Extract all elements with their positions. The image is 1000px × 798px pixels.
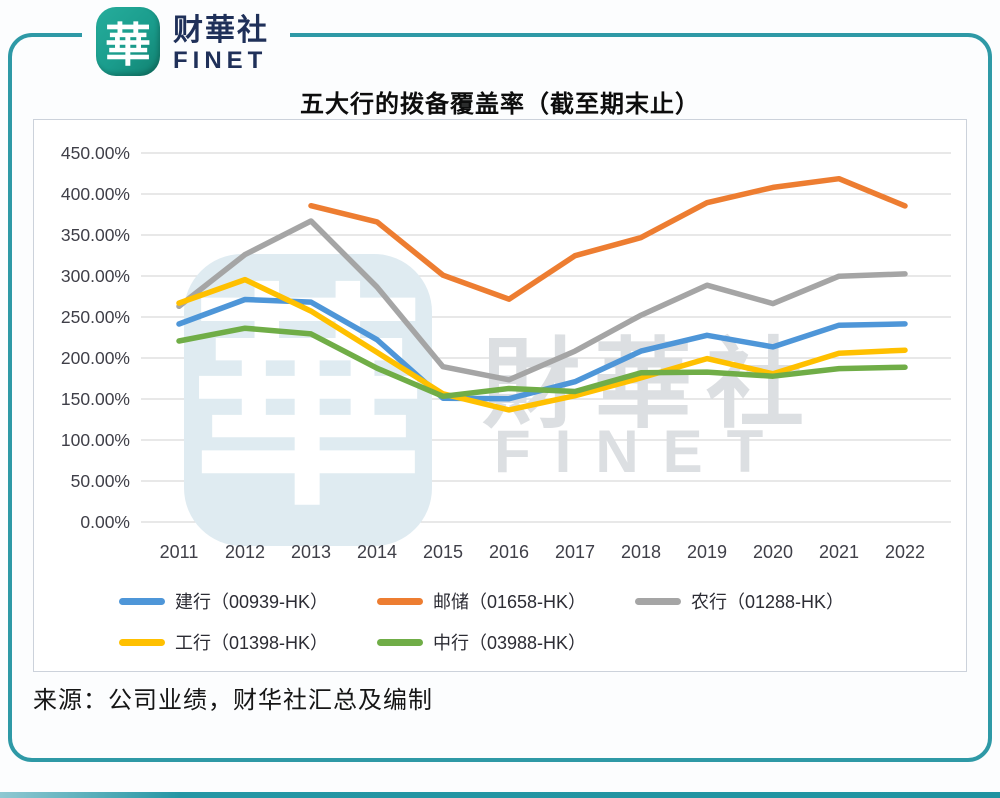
svg-text:2017: 2017 [555,542,595,562]
svg-text:2020: 2020 [753,542,793,562]
svg-text:350.00%: 350.00% [61,225,130,245]
svg-text:2016: 2016 [489,542,529,562]
finet-logo-icon: 華 [96,7,160,76]
series-line [308,175,908,302]
svg-text:100.00%: 100.00% [61,430,130,450]
brand-name-english: FINET [173,46,268,74]
brand-name-chinese: 财華社 [173,14,269,47]
legend-item: 邮储（01658-HK） [377,588,635,614]
legend-label: 建行（00939-HK） [175,592,329,612]
y-axis-labels: 0.00% 50.00% 100.00% 150.00% 200.00% 250.00% 3… [61,143,130,532]
finet-logo-glyph: 華 [105,18,151,71]
legend-label: 农行（01288-HK） [691,592,845,612]
source-note: 来源：公司业绩，财华社汇总及编制 [33,687,433,714]
x-axis-labels: 2011 2012 2013 2014 2015 2016 2017 2018 2019 2020… [160,542,925,562]
legend-item: 建行（00939-HK） [119,588,377,614]
svg-text:300.00%: 300.00% [61,266,130,286]
svg-text:2021: 2021 [819,542,859,562]
svg-text:0.00%: 0.00% [80,512,130,532]
bottom-accent-bar [0,792,1000,798]
series-line [176,325,908,400]
svg-text:2018: 2018 [621,542,661,562]
series-line [176,276,908,413]
legend-swatch [119,638,165,646]
chart-container: 0.00% 50.00% 100.00% 150.00% 200.00% 250.00% 3… [33,119,967,672]
series-line [176,218,908,383]
finet-logo: 華 财華社 FINET [96,7,269,76]
page-frame-border [8,33,992,762]
legend-swatch [119,597,165,605]
svg-text:2012: 2012 [225,542,265,562]
svg-text:財華社: 財華社 [482,329,818,439]
svg-text:2013: 2013 [291,542,331,562]
legend-swatch [377,597,423,605]
svg-text:400.00%: 400.00% [61,184,130,204]
legend-item: 农行（01288-HK） [635,588,893,614]
svg-text:2015: 2015 [423,542,463,562]
chart-title: 五大行的拨备覆盖率（截至期末止） [300,91,700,118]
svg-text:450.00%: 450.00% [61,143,130,163]
legend-label: 中行（03988-HK） [433,633,587,653]
legend-swatch [635,597,681,605]
legend-label: 邮储（01658-HK） [433,592,587,612]
svg-text:FINET: FINET [494,418,787,485]
svg-text:50.00%: 50.00% [71,471,130,491]
legend-swatch [377,638,423,646]
svg-text:2011: 2011 [160,542,199,562]
svg-text:2019: 2019 [687,542,727,562]
finet-logo-text: 财華社 FINET [173,7,269,74]
svg-text:200.00%: 200.00% [61,348,130,368]
svg-text:150.00%: 150.00% [61,389,130,409]
data-series [176,175,908,413]
svg-text:華: 華 [191,269,426,532]
svg-text:250.00%: 250.00% [61,307,130,327]
legend-item: 工行（01398-HK） [119,629,377,655]
legend-item: 中行（03988-HK） [377,629,635,655]
svg-text:2022: 2022 [885,542,925,562]
provision-coverage-line-chart: 0.00% 50.00% 100.00% 150.00% 200.00% 250.00% 3… [61,143,951,562]
svg-text:2014: 2014 [357,542,397,562]
legend-label: 工行（01398-HK） [175,633,329,653]
chart-legend: 建行（00939-HK） 邮储（01658-HK） 农行（01288-HK） 工行（0… [119,588,949,655]
